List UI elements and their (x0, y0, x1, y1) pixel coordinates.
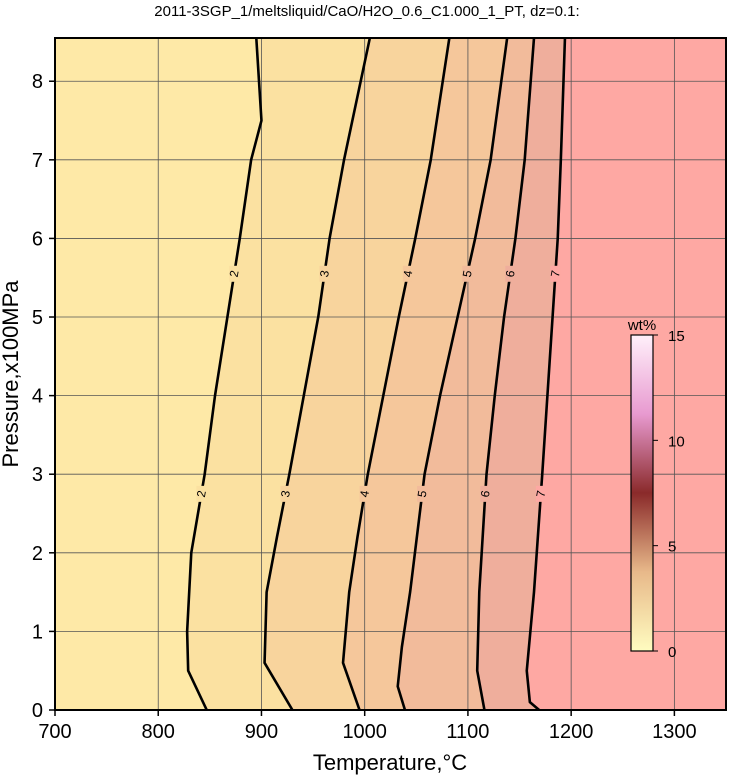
plot-area: 2 2 3 3 4 4 5 5 6 6 7 7 (55, 38, 726, 710)
y-tick-label: 5 (32, 307, 43, 329)
contour-label-bg (196, 485, 207, 502)
contour-label: 4 (400, 269, 415, 278)
axes: 700 800 900 1000 1100 1200 1300 0 1 2 3 4 5 6 7 8 wt% 0 5 1… (32, 37, 727, 743)
x-tick-label: 900 (245, 721, 278, 743)
colorbar (630, 334, 654, 652)
contour-label-bg (462, 265, 473, 282)
colorbar-tick-label: 10 (668, 433, 685, 450)
x-tick-label: 700 (38, 721, 71, 743)
contour-label: 3 (278, 489, 293, 498)
contour-line (341, 38, 451, 710)
x-axis-label: Temperature,°C (313, 750, 467, 775)
x-tick-label: 1300 (652, 721, 697, 743)
contour-line (396, 38, 509, 710)
x-tick-label: 1000 (342, 721, 387, 743)
contour-label-bg (550, 265, 561, 282)
colorbar-tick-label: 0 (668, 644, 676, 661)
contour-label-bg (417, 485, 428, 502)
contour-line (525, 38, 567, 710)
contour-label: 3 (317, 269, 332, 278)
contour-label-bg (535, 485, 546, 502)
contour-label-bg (229, 265, 240, 282)
colorbar-tick-label: 5 (668, 539, 676, 556)
y-tick-label: 4 (32, 386, 43, 408)
contour-label-bg (319, 265, 330, 282)
colorbar-tick-label: 15 (668, 328, 685, 345)
contour-label: 2 (227, 269, 242, 278)
x-tick-label: 1100 (446, 721, 489, 743)
contour-label: 4 (357, 489, 372, 498)
chart-title: 2011-3SGP_1/meltsliquid/CaO/H2O_0.6_C1.0… (154, 3, 579, 20)
y-tick-label: 1 (32, 621, 43, 643)
y-tick-label: 2 (32, 543, 43, 565)
contour-line (475, 38, 536, 710)
contour-line (185, 38, 263, 710)
contour-fill (526, 38, 726, 710)
x-tick-label: 1200 (549, 721, 594, 743)
contour-label: 7 (548, 269, 563, 278)
y-tick-label: 8 (32, 71, 43, 93)
contour-label-bg (480, 485, 491, 502)
contour-label-bg (280, 485, 291, 502)
y-axis-label: Pressure,x100MPa (0, 280, 23, 468)
x-tick-label: 800 (142, 721, 175, 743)
contour-label: 5 (415, 489, 430, 498)
contour-line (263, 38, 372, 710)
y-tick-label: 3 (32, 464, 43, 486)
contour-label-bg (505, 265, 516, 282)
contour-label: 6 (503, 269, 518, 278)
y-tick-label: 0 (32, 700, 43, 722)
y-tick-label: 7 (32, 150, 43, 172)
plot-frame (54, 37, 727, 711)
y-tick-label: 6 (32, 228, 43, 250)
contour-label: 6 (478, 489, 493, 498)
contour-label: 2 (194, 489, 209, 498)
contour-label-bg (359, 485, 370, 502)
colorbar-label: wt% (627, 317, 656, 334)
contour-label: 7 (533, 489, 548, 498)
contour-label-bg (402, 265, 413, 282)
contour-label: 5 (460, 269, 475, 278)
